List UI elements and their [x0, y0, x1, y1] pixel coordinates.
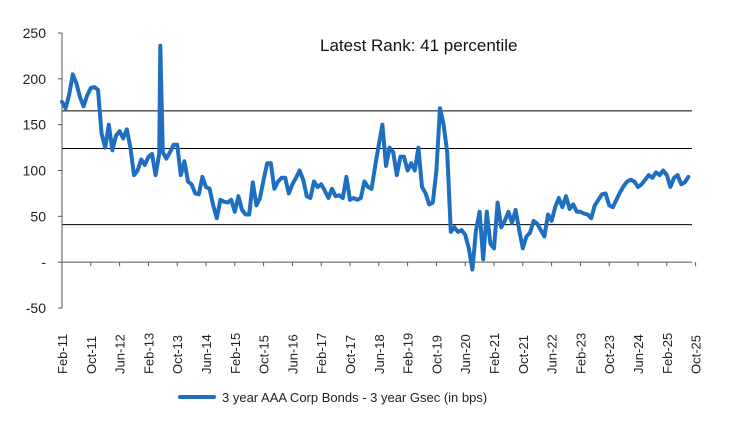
chart-annotation: Latest Rank: 41 percentile: [320, 36, 518, 55]
y-tick-label: 250: [23, 25, 47, 41]
y-tick-label: -50: [26, 300, 46, 316]
legend: 3 year AAA Corp Bonds - 3 year Gsec (in …: [178, 390, 487, 405]
x-tick-label: Jun-24: [631, 334, 646, 374]
y-tick-label: -: [41, 254, 46, 270]
x-tick-label: Oct-11: [84, 336, 99, 374]
x-tick-label: Feb-13: [141, 333, 156, 374]
series-line: [60, 43, 691, 272]
x-tick-label: Oct-15: [257, 335, 272, 374]
x-tick-label: Oct-25: [689, 335, 704, 374]
x-tick-label: Feb-11: [55, 334, 70, 374]
x-tick-label: Jun-16: [285, 334, 300, 374]
x-tick-label: Feb-15: [228, 333, 243, 374]
legend-label: 3 year AAA Corp Bonds - 3 year Gsec (in …: [222, 390, 487, 405]
y-tick-label: 100: [23, 163, 47, 179]
x-tick-label: Oct-21: [516, 335, 531, 374]
x-tick-label: Feb-19: [401, 333, 416, 374]
x-tick-label: Feb-21: [487, 333, 502, 374]
x-tick-label: Jun-12: [113, 334, 128, 374]
x-axis-ticks: Feb-11 Oct-11 Jun-12 Feb-13 Oct-13 Jun-14 Feb-…: [55, 262, 704, 374]
x-tick-label: Oct-19: [429, 335, 444, 374]
x-tick-label: Jun-18: [372, 334, 387, 374]
x-tick-label: Oct-17: [343, 335, 358, 374]
x-tick-label: Oct-23: [602, 335, 617, 374]
y-tick-label: 150: [23, 117, 47, 133]
x-tick-label: Feb-23: [573, 333, 588, 374]
y-tick-label: 200: [23, 71, 47, 87]
y-tick-label: 50: [30, 208, 46, 224]
x-tick-label: Jun-14: [199, 334, 214, 374]
x-tick-label: Feb-17: [314, 333, 329, 374]
y-axis-ticks: 250 200 150 100 50 - -50: [23, 25, 62, 316]
x-tick-label: Feb-25: [660, 333, 675, 374]
x-tick-label: Jun-22: [545, 334, 560, 374]
x-tick-label: Jun-20: [458, 334, 473, 374]
x-tick-label: Oct-13: [170, 335, 185, 374]
